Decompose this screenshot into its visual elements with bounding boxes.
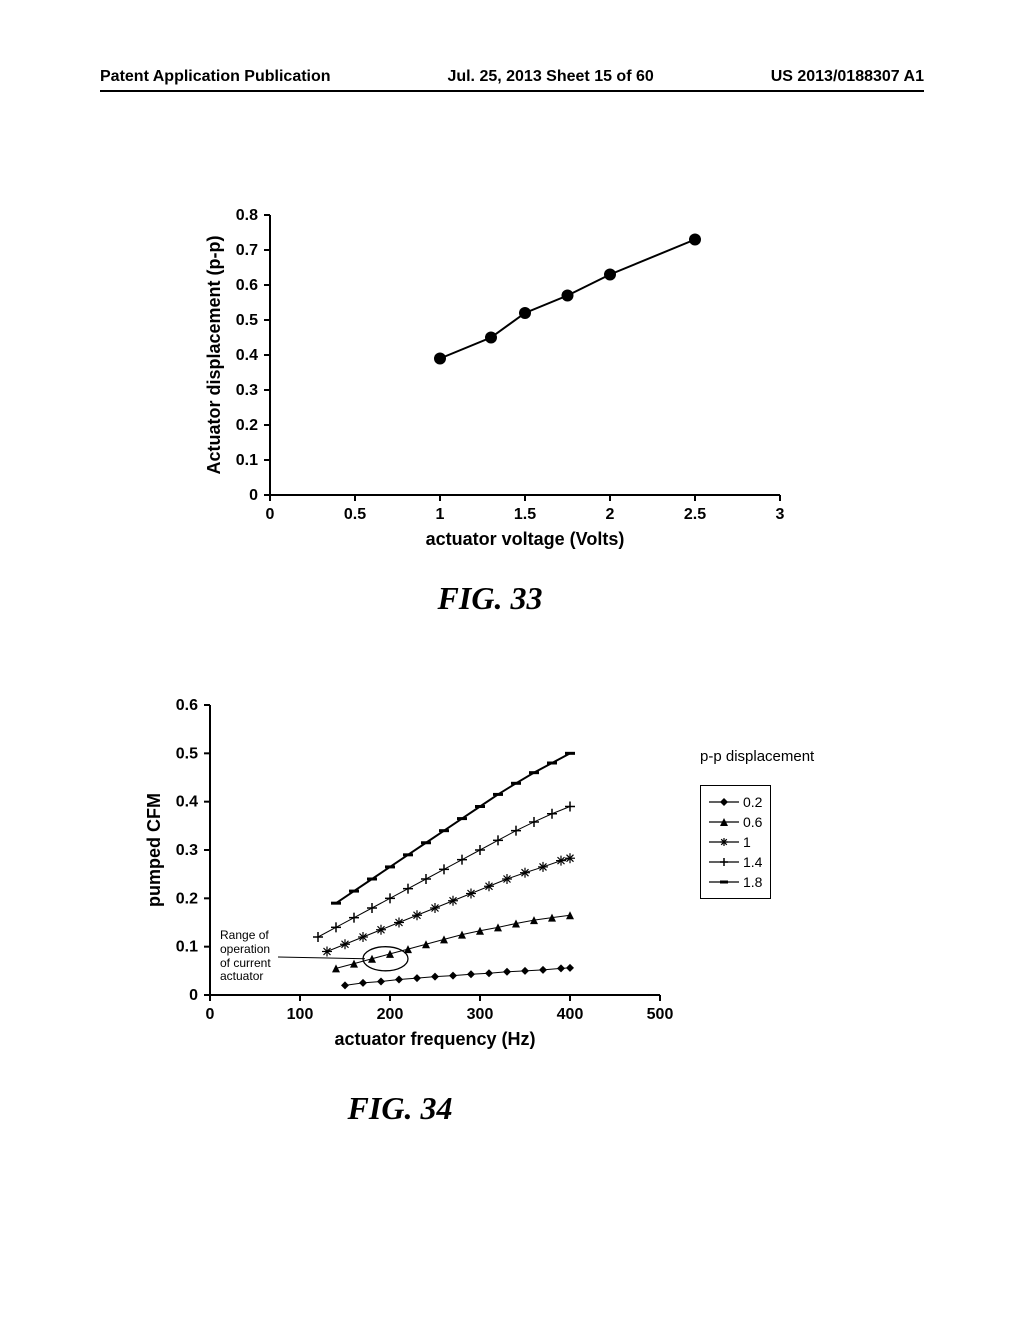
header-center: Jul. 25, 2013 Sheet 15 of 60 (447, 68, 653, 86)
fig33-caption: FIG. 33 (180, 580, 800, 617)
legend-title: p-p displacement (700, 748, 814, 765)
fig34-legend: 0.2 0.6 1 1.4 1.8 (700, 785, 771, 899)
svg-text:0.6: 0.6 (176, 697, 198, 714)
fig34-caption: FIG. 34 (120, 1090, 680, 1127)
svg-text:100: 100 (287, 1006, 314, 1023)
svg-text:0.5: 0.5 (344, 506, 366, 523)
page-header: Patent Application Publication Jul. 25, … (100, 68, 924, 92)
svg-text:0.2: 0.2 (236, 417, 258, 434)
svg-text:actuator voltage (Volts): actuator voltage (Volts) (426, 529, 625, 549)
fig34-chart: 0 100 200 300 400 500 0 0.1 0.2 0.3 0.4 0.5 0.6 actua… (120, 690, 680, 1060)
svg-text:0.6: 0.6 (236, 277, 258, 294)
svg-text:0: 0 (249, 487, 258, 504)
svg-text:0.4: 0.4 (176, 794, 198, 811)
svg-text:0: 0 (206, 1006, 215, 1023)
svg-text:0.4: 0.4 (236, 347, 258, 364)
fig33-container: 0 0.5 1 1.5 2 2.5 3 0 0.1 0.2 0.3 0.4 0.5 0.6 0.7 0.8 ac… (180, 200, 800, 617)
svg-text:0.2: 0.2 (176, 890, 198, 907)
svg-text:0.3: 0.3 (236, 382, 258, 399)
svg-text:0: 0 (189, 987, 198, 1004)
svg-text:0.1: 0.1 (176, 939, 198, 956)
svg-text:1: 1 (436, 506, 445, 523)
svg-text:0.5: 0.5 (176, 745, 198, 762)
legend-row: 0.6 (709, 812, 762, 832)
legend-row: 1.4 (709, 852, 762, 872)
svg-text:500: 500 (647, 1006, 674, 1023)
svg-text:0: 0 (266, 506, 275, 523)
svg-text:0.8: 0.8 (236, 207, 258, 224)
legend-label: 1.4 (743, 854, 762, 870)
legend-row: 1.8 (709, 872, 762, 892)
svg-text:300: 300 (467, 1006, 494, 1023)
page: Patent Application Publication Jul. 25, … (0, 0, 1024, 1320)
svg-text:1.5: 1.5 (514, 506, 536, 523)
svg-text:Actuator displacement (p-p): Actuator displacement (p-p) (204, 235, 224, 474)
svg-text:400: 400 (557, 1006, 584, 1023)
svg-text:0.3: 0.3 (176, 842, 198, 859)
svg-text:3: 3 (776, 506, 785, 523)
legend-row: 0.2 (709, 792, 762, 812)
legend-label: 1.8 (743, 874, 762, 890)
svg-text:actuator frequency (Hz): actuator frequency (Hz) (334, 1029, 535, 1049)
svg-text:2: 2 (606, 506, 615, 523)
svg-text:2.5: 2.5 (684, 506, 706, 523)
svg-text:pumped CFM: pumped CFM (144, 793, 164, 907)
fig33-chart: 0 0.5 1 1.5 2 2.5 3 0 0.1 0.2 0.3 0.4 0.5 0.6 0.7 0.8 ac… (180, 200, 800, 560)
legend-row: 1 (709, 832, 762, 852)
fig34-container: 0 100 200 300 400 500 0 0.1 0.2 0.3 0.4 0.5 0.6 actua… (120, 690, 880, 1127)
svg-text:0.5: 0.5 (236, 312, 258, 329)
legend-label: 0.6 (743, 814, 762, 830)
svg-text:0.7: 0.7 (236, 242, 258, 259)
svg-text:200: 200 (377, 1006, 404, 1023)
fig34-annotation: Range ofoperationof currentactuator (220, 929, 271, 984)
header-left: Patent Application Publication (100, 68, 331, 86)
header-right: US 2013/0188307 A1 (771, 68, 924, 86)
svg-text:0.1: 0.1 (236, 452, 258, 469)
legend-label: 1 (743, 834, 751, 850)
legend-label: 0.2 (743, 794, 762, 810)
